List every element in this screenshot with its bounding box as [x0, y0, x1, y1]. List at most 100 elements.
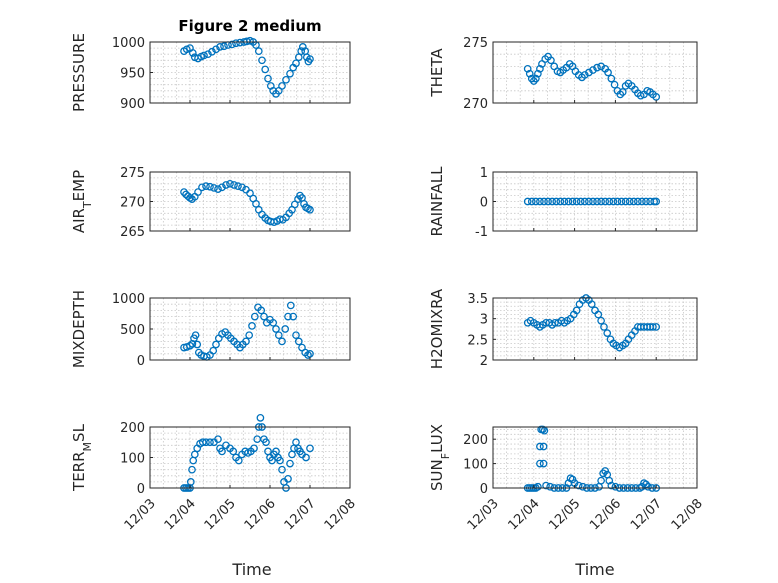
- data-point: [536, 197, 544, 206]
- data-point: [560, 197, 569, 206]
- y-tick-label: 100: [120, 452, 145, 467]
- data-point: [292, 331, 300, 340]
- data-point: [534, 482, 542, 491]
- data-point: [629, 197, 638, 206]
- data-point: [617, 197, 626, 206]
- data-point: [276, 456, 284, 465]
- data-point: [589, 66, 597, 74]
- subplot-1: 900 950 1000 PRESSURE: [70, 33, 351, 112]
- subplot-6: 2 2.5 3 3.5 H2OMIXRA: [428, 288, 698, 369]
- data-point: [621, 197, 630, 206]
- data-point: [542, 481, 550, 490]
- data-point: [546, 482, 554, 491]
- x-tick-label: 12/04: [506, 496, 543, 533]
- data-point: [193, 340, 202, 349]
- y-tick-label: 1000: [112, 36, 145, 51]
- axes-background: [149, 41, 351, 104]
- data-point: [544, 197, 552, 206]
- data-point: [644, 482, 652, 491]
- axes-frame: [492, 426, 698, 489]
- data-point: [643, 323, 652, 331]
- data-point: [284, 474, 292, 483]
- data-point: [585, 197, 593, 206]
- data-point: [212, 340, 220, 349]
- data-point: [552, 197, 561, 206]
- data-point: [525, 69, 534, 78]
- data-point: [638, 197, 646, 206]
- data-point: [218, 183, 226, 192]
- data-point: [222, 181, 230, 189]
- x-tick-label: 12/08: [322, 496, 359, 533]
- data-point: [540, 197, 548, 206]
- data-point: [254, 47, 263, 56]
- data-point: [297, 47, 306, 56]
- data-point: [238, 183, 246, 192]
- data-point: [286, 459, 294, 468]
- data-point: [572, 197, 581, 206]
- data-point: [536, 459, 544, 468]
- data-point: [220, 42, 228, 51]
- data-point: [214, 185, 222, 193]
- y-tick-label: 275: [463, 36, 488, 51]
- data-point: [593, 63, 601, 72]
- axes-background: [149, 171, 351, 232]
- y-tick-label: 275: [120, 166, 145, 181]
- data-point: [302, 453, 310, 462]
- data-point: [600, 323, 608, 331]
- data-point: [585, 68, 593, 77]
- data-point: [292, 59, 300, 68]
- x-tick-label: 12/05: [546, 496, 583, 533]
- x-axis-label-right: Time: [574, 560, 614, 579]
- data-point: [605, 476, 614, 485]
- data-point: [551, 318, 559, 327]
- data-point: [188, 49, 197, 57]
- subplot-4: -1 0 1 RAINFALL: [428, 166, 698, 240]
- data-point: [618, 88, 627, 96]
- data-point: [536, 64, 544, 73]
- data-point: [597, 476, 605, 485]
- y-tick-label: 0: [137, 354, 145, 369]
- data-point: [232, 39, 240, 48]
- data-point: [206, 182, 214, 191]
- y-axis-label: H2OMIXRA: [428, 288, 446, 369]
- data-point: [198, 183, 206, 192]
- data-point: [568, 197, 577, 206]
- data-point: [564, 197, 573, 206]
- y-tick-label: 1: [480, 166, 488, 181]
- axes-frame: [492, 297, 698, 361]
- data-point: [261, 65, 270, 74]
- data-point: [286, 69, 294, 78]
- data-point: [642, 197, 650, 206]
- data-point: [611, 482, 620, 491]
- data-point: [218, 447, 226, 456]
- subplot-5: 0 500 1000 MIXDEPTH: [70, 290, 351, 369]
- data-point: [234, 182, 242, 191]
- y-axis-label: TERRMSL: [70, 423, 94, 492]
- data-point: [601, 197, 610, 206]
- x-tick-label: 12/03: [465, 496, 502, 533]
- y-tick-label: 3.5: [467, 292, 488, 307]
- data-point: [264, 74, 272, 83]
- y-axis-label: PRESSURE: [70, 33, 88, 112]
- data-point: [262, 438, 270, 447]
- data-point: [536, 442, 544, 451]
- data-point: [204, 50, 212, 59]
- data-point: [186, 478, 195, 486]
- data-point: [580, 71, 589, 79]
- subplot-7: 0 100 200 12/03 12/04 12/05 12/06 12/07 12/08 TER…: [70, 413, 359, 533]
- x-tick-label: 12/05: [202, 496, 239, 533]
- data-point: [278, 82, 286, 90]
- data-point: [234, 456, 243, 465]
- x-tick-label: 12/08: [669, 496, 706, 533]
- data-point: [214, 435, 222, 444]
- data-point: [652, 323, 661, 331]
- data-point: [298, 43, 307, 51]
- data-point: [539, 442, 548, 451]
- data-point: [180, 188, 188, 196]
- data-point: [610, 80, 619, 89]
- data-point: [597, 62, 605, 71]
- data-point: [576, 197, 585, 206]
- data-point: [216, 43, 224, 51]
- data-point: [607, 481, 616, 490]
